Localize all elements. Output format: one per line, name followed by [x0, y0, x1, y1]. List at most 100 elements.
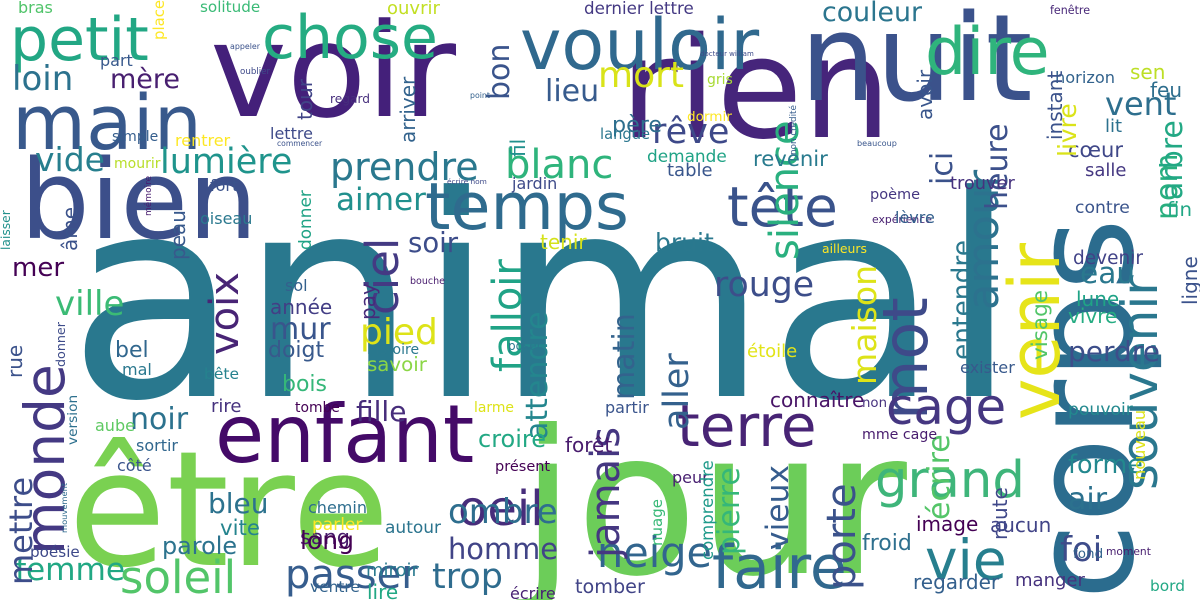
word-pouvoir: pouvoir [1068, 400, 1133, 420]
word-bruit: bruit [655, 228, 714, 257]
word-table: table [667, 160, 713, 181]
word-long: long [300, 526, 354, 555]
word-annee: année [270, 295, 333, 319]
word-connaitre: connaître [770, 388, 865, 412]
word-pay: pay [356, 283, 380, 320]
word-contre: contre [1075, 198, 1130, 218]
word-ame: âme [58, 206, 82, 251]
word-foi: foi [1060, 530, 1103, 570]
word-tour: tour [293, 79, 317, 120]
word-savoir: savoir [367, 353, 427, 376]
word-bois: bois [282, 372, 327, 397]
word-lettre: lettre [270, 124, 313, 143]
word-image: image [916, 512, 979, 536]
word-vie: vie [925, 528, 1007, 592]
word-bete: bête [204, 365, 239, 383]
word-avoir: avoir [913, 69, 937, 120]
word-rue: rue [3, 344, 27, 378]
word-parole: parole [162, 532, 238, 560]
word-vieux: vieux [760, 464, 796, 550]
word-faire: faire [712, 533, 847, 600]
word-cote: côté [117, 456, 152, 475]
word-poesie: poésie [30, 543, 80, 561]
word-pere: père [612, 112, 663, 138]
word-aube: aube [95, 416, 135, 435]
word-lumiere: lumière [160, 142, 293, 182]
word-point: point [470, 91, 490, 100]
word-non-credite: non crédité [789, 105, 799, 155]
word-mettre: mettre [2, 476, 40, 585]
word-main: main [12, 78, 202, 167]
word-demande: demande [647, 146, 727, 166]
word-fille: fille [356, 395, 407, 428]
word-visage: visage [1028, 290, 1053, 360]
word-jour: jour [520, 388, 907, 600]
word-petit: petit [10, 5, 149, 75]
word-bord: bord [1150, 577, 1186, 595]
word-blanc: blanc [505, 142, 614, 188]
word-partir: partir [605, 398, 649, 417]
word-exister: exister [960, 358, 1015, 377]
word-dormir: dormir [687, 109, 732, 125]
word-rien: rien [620, 8, 892, 171]
word-ailleurs: ailleurs [822, 241, 867, 256]
word-comprendre: comprendre [698, 460, 717, 560]
word-rentrer: rentrer [175, 131, 231, 150]
word-commencer: commencer [277, 139, 323, 148]
word-air: air [1068, 482, 1108, 517]
word-oeil: oeil [458, 481, 544, 537]
word-mme-cage: mme cage [862, 427, 938, 443]
word-pierre: pierre [712, 467, 747, 555]
word-instant: instant [1043, 70, 1067, 140]
word-appeler: appeler [230, 42, 260, 51]
word-histoire: histoire [367, 342, 420, 358]
word-cage: cage [886, 378, 1007, 436]
word-feu: feu [1150, 78, 1183, 102]
word-tomber: tomber [575, 575, 645, 598]
word-soleil: soleil [120, 551, 237, 600]
word-attendre: attendre [520, 311, 555, 440]
word-langue: langue [600, 126, 651, 143]
word-lune: lune [1076, 287, 1120, 311]
word-peau: peau [166, 210, 190, 260]
word-etre: être [68, 416, 390, 600]
word-laisser: laisser [0, 210, 13, 250]
word-version: version [65, 394, 81, 445]
word-femme: femme [15, 552, 126, 588]
word-dire: dire [925, 15, 1050, 90]
word-mer: mer [12, 253, 65, 283]
word-arbre: arbre [1155, 120, 1190, 200]
word-ligne: ligne [1178, 256, 1200, 305]
word-couleur: couleur [822, 0, 923, 28]
word-ombre: ombre [448, 492, 558, 532]
word-fin: fin [1167, 198, 1192, 221]
word-vide: vide [35, 140, 105, 179]
word-vent: vent [1105, 85, 1177, 123]
word-rouge: rouge [714, 265, 815, 305]
word-foret: forêt [565, 433, 613, 457]
word-fil: fil [506, 138, 530, 157]
word-trop: trop [432, 557, 503, 597]
word-sol: sol [285, 276, 308, 295]
word-present: présent [495, 459, 551, 475]
word-tete: tête [727, 175, 838, 239]
word-docteur-william: docteur william [700, 50, 754, 58]
word-sang: sang [300, 525, 350, 549]
word-vouloir: vouloir [520, 4, 760, 86]
word-croire: croire [478, 425, 546, 453]
word-gris: gris [707, 72, 733, 88]
word-nuit: nuit [800, 0, 1033, 129]
word-grand: grand [875, 450, 1025, 510]
word-doigt: doigt [268, 338, 325, 363]
word-fenetre: fenêtre [1050, 4, 1091, 17]
word-ecrire-nom: écrire nom [447, 177, 487, 186]
word-donner: donner [295, 190, 315, 250]
word-lire: lire [367, 580, 399, 600]
word-fort: fort [210, 176, 239, 195]
word-nuage: nuage [648, 499, 666, 546]
word-perdre: perdre [1068, 335, 1160, 368]
word-revenir: revenir [753, 146, 828, 171]
word-sortir: sortir [136, 436, 178, 455]
word-fond: fond [1073, 546, 1104, 562]
word-route: route [988, 487, 1012, 540]
